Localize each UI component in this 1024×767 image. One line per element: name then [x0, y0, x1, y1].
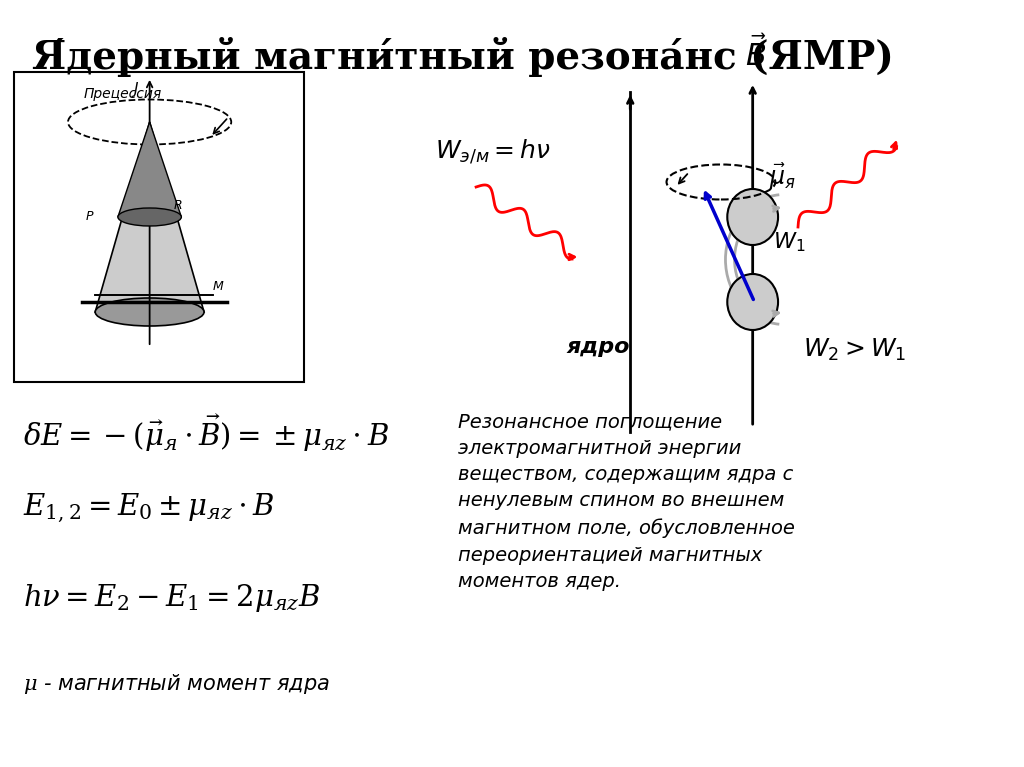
Ellipse shape	[118, 208, 181, 226]
Ellipse shape	[95, 298, 204, 326]
Text: ядро: ядро	[567, 337, 630, 357]
Text: $\vec{\mu}_{\mathit{я}}$: $\vec{\mu}_{\mathit{я}}$	[769, 162, 796, 193]
Text: Я́дерный магни́тный резона́нс (ЯМР): Я́дерный магни́тный резона́нс (ЯМР)	[32, 37, 894, 77]
Text: Резонансное поглощение
электромагнитной энергии
веществом, содержащим ядра с
нен: Резонансное поглощение электромагнитной …	[458, 412, 795, 591]
FancyBboxPatch shape	[13, 72, 304, 382]
Text: R: R	[174, 199, 182, 212]
Text: $E_{1,2} = E_0 \pm \mu_{\mathit{яz}} \cdot B$: $E_{1,2} = E_0 \pm \mu_{\mathit{яz}} \cd…	[23, 492, 274, 525]
Circle shape	[727, 189, 778, 245]
Text: M: M	[213, 281, 224, 294]
Text: J: J	[133, 82, 138, 97]
Polygon shape	[95, 122, 204, 312]
Text: $W_1$: $W_1$	[773, 230, 805, 254]
Text: $\delta E = -(\vec{\mu}_{\mathit{я}} \cdot \vec{B}) = \pm\mu_{\mathit{яz}} \cdot: $\delta E = -(\vec{\mu}_{\mathit{я}} \cd…	[23, 412, 389, 454]
Text: $W_{\mathit{э/м}} = h\nu$: $W_{\mathit{э/м}} = h\nu$	[435, 138, 551, 166]
Text: $h\nu = E_2 - E_1 = 2\mu_{\mathit{яz}}B$: $h\nu = E_2 - E_1 = 2\mu_{\mathit{яz}}B$	[23, 582, 321, 614]
Text: Прецессия: Прецессия	[83, 87, 162, 101]
Circle shape	[727, 274, 778, 330]
Polygon shape	[118, 122, 181, 217]
Text: $W_2 > W_1$: $W_2 > W_1$	[803, 337, 906, 364]
Text: $\mu$ - магнитный момент ядра: $\mu$ - магнитный момент ядра	[23, 672, 330, 696]
Text: P: P	[86, 210, 93, 223]
Text: $\vec{B}$: $\vec{B}$	[744, 36, 766, 72]
